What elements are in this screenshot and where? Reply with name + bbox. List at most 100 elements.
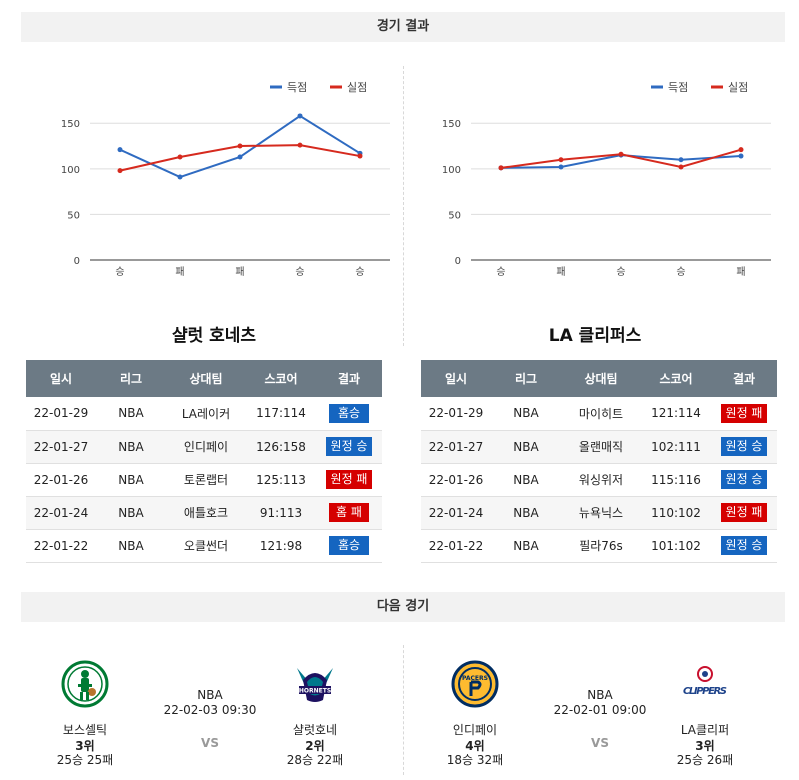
cell-date: 22-01-24 — [26, 496, 96, 530]
cell-score: 115:116 — [641, 463, 711, 497]
cell-league: NBA — [96, 496, 166, 530]
legend-label: 실점 — [728, 81, 748, 94]
win-badge: 원정 승 — [720, 470, 768, 489]
data-point — [237, 154, 243, 160]
home-team[interactable]: 보스셀틱 3위 25승 25패 — [30, 660, 140, 767]
col-header-opponent: 상대팀 — [561, 360, 641, 397]
cell-opponent: 뉴욕닉스 — [561, 496, 641, 530]
clippers-score-chart: 0 50 100 150 승 패 승 승 패 득점 실점 — [421, 65, 781, 295]
data-point — [558, 157, 564, 163]
cell-opponent: 워싱위저 — [561, 463, 641, 497]
y-tick-label: 150 — [61, 119, 80, 130]
team-rank: 3위 — [695, 739, 715, 753]
table-row: 22-01-26 NBA 워싱위저 115:116 원정 승 — [421, 463, 777, 497]
team-rank: 4위 — [465, 739, 485, 753]
hornets-score-chart: 0 50 100 150 승 패 패 승 승 득점 실점 — [40, 65, 400, 295]
cell-date: 22-01-27 — [421, 430, 491, 464]
cell-league: NBA — [491, 463, 561, 497]
win-badge: 원정 승 — [720, 437, 768, 456]
cell-result: 원정 승 — [711, 463, 777, 497]
cell-date: 22-01-29 — [421, 397, 491, 431]
loss-badge: 원정 패 — [325, 470, 373, 489]
data-point — [678, 157, 684, 163]
table-row: 22-01-26 NBA 토론랩터 125:113 원정 패 — [26, 463, 382, 497]
cell-score: 117:114 — [246, 397, 316, 431]
win-badge: 홈승 — [329, 536, 369, 555]
cell-result: 원정 승 — [711, 529, 777, 563]
vs-label: VS — [591, 736, 609, 750]
cell-opponent: LA레이커 — [166, 397, 246, 431]
col-header-date: 일시 — [421, 360, 491, 397]
cell-opponent: 마이히트 — [561, 397, 641, 431]
match-datetime: 22-02-03 09:30 — [163, 703, 257, 717]
table-row: 22-01-27 NBA 인디페이 126:158 원정 승 — [26, 430, 382, 464]
y-tick-label: 0 — [74, 256, 80, 267]
cell-result: 원정 승 — [316, 430, 382, 464]
data-point — [117, 168, 123, 174]
team-name: 인디페이 — [452, 723, 498, 737]
results-table-clippers: 일시 리그 상대팀 스코어 결과 22-01-29 NBA 마이히트 121:114 원… — [421, 360, 777, 563]
match-league: NBA — [197, 688, 223, 702]
cell-opponent: 오클썬더 — [166, 529, 246, 563]
cell-opponent: 인디페이 — [166, 430, 246, 464]
cell-result: 원정 패 — [711, 397, 777, 431]
team-title-clippers: LA 클리퍼스 — [548, 326, 642, 346]
y-tick-label: 50 — [448, 210, 461, 221]
data-point — [117, 147, 123, 153]
next-game-card[interactable]: 보스셀틱 3위 25승 25패 NBA 22-02-03 09:30 VS HO… — [30, 660, 390, 770]
team-record: 18승 32패 — [446, 753, 504, 767]
away-team[interactable]: CLIPPERS LA클리퍼 3위 25승 26패 — [650, 660, 760, 767]
col-header-league: 리그 — [491, 360, 561, 397]
away-team[interactable]: HORNETS 샬럿호네 2위 28승 22패 — [260, 660, 370, 767]
team-record: 25승 25패 — [56, 753, 114, 767]
next-game-card[interactable]: PACERS 인디페이 4위 18승 32패 NBA 22-02-01 09:0… — [420, 660, 780, 770]
cell-date: 22-01-22 — [26, 529, 96, 563]
hornets-logo-text: HORNETS — [299, 688, 331, 695]
clippers-logo-text: CLIPPERS — [683, 686, 727, 697]
cell-league: NBA — [96, 529, 166, 563]
cell-date: 22-01-26 — [26, 463, 96, 497]
table-row: 22-01-24 NBA 뉴욕닉스 110:102 원정 패 — [421, 496, 777, 530]
loss-badge: 원정 패 — [720, 403, 768, 423]
cell-league: NBA — [491, 496, 561, 530]
team-rank: 2위 — [305, 739, 325, 753]
table-header-row: 일시 리그 상대팀 스코어 결과 — [26, 360, 382, 397]
results-section-title: 경기 결과 — [376, 19, 430, 34]
cell-result: 원정 패 — [711, 496, 777, 530]
legend-label: 실점 — [347, 81, 367, 94]
results-section-header: 경기 결과 — [21, 12, 785, 42]
loss-badge: 원정 패 — [720, 503, 768, 522]
x-tick-label: 패 — [556, 266, 565, 278]
win-badge: 원정 승 — [720, 536, 768, 555]
y-tick-label: 50 — [67, 210, 80, 221]
cell-result: 원정 승 — [711, 430, 777, 464]
x-tick-label: 승 — [295, 266, 304, 278]
x-tick-label: 승 — [496, 266, 505, 278]
next-game-divider — [403, 645, 404, 775]
vs-label: VS — [201, 736, 219, 750]
line-chart-svg: 0 50 100 150 승 패 승 승 패 득점 실점 — [442, 81, 771, 278]
match-info: NBA 22-02-03 09:30 — [140, 688, 280, 718]
chart-divider — [403, 66, 404, 346]
team-title-hornets: 샬럿 호네츠 — [171, 326, 257, 346]
col-header-score: 스코어 — [246, 360, 316, 397]
data-point — [498, 165, 504, 171]
cell-opponent: 토론랩터 — [166, 463, 246, 497]
cell-score: 125:113 — [246, 463, 316, 497]
cell-score: 101:102 — [641, 529, 711, 563]
cell-league: NBA — [491, 529, 561, 563]
col-header-score: 스코어 — [641, 360, 711, 397]
line-chart-svg: 0 50 100 150 승 패 패 승 승 득점 실점 — [61, 81, 390, 278]
home-team[interactable]: PACERS 인디페이 4위 18승 32패 — [420, 660, 530, 767]
cell-result: 홈승 — [316, 397, 382, 431]
data-point — [558, 164, 564, 170]
col-header-opponent: 상대팀 — [166, 360, 246, 397]
y-tick-label: 0 — [455, 256, 461, 267]
cell-date: 22-01-27 — [26, 430, 96, 464]
table-row: 22-01-29 NBA LA레이커 117:114 홈승 — [26, 397, 382, 431]
cell-score: 121:98 — [246, 529, 316, 563]
hornets-logo-icon: HORNETS — [297, 668, 333, 702]
team-name: 보스셀틱 — [62, 723, 108, 737]
cell-league: NBA — [96, 463, 166, 497]
team-rank: 3위 — [75, 739, 95, 753]
